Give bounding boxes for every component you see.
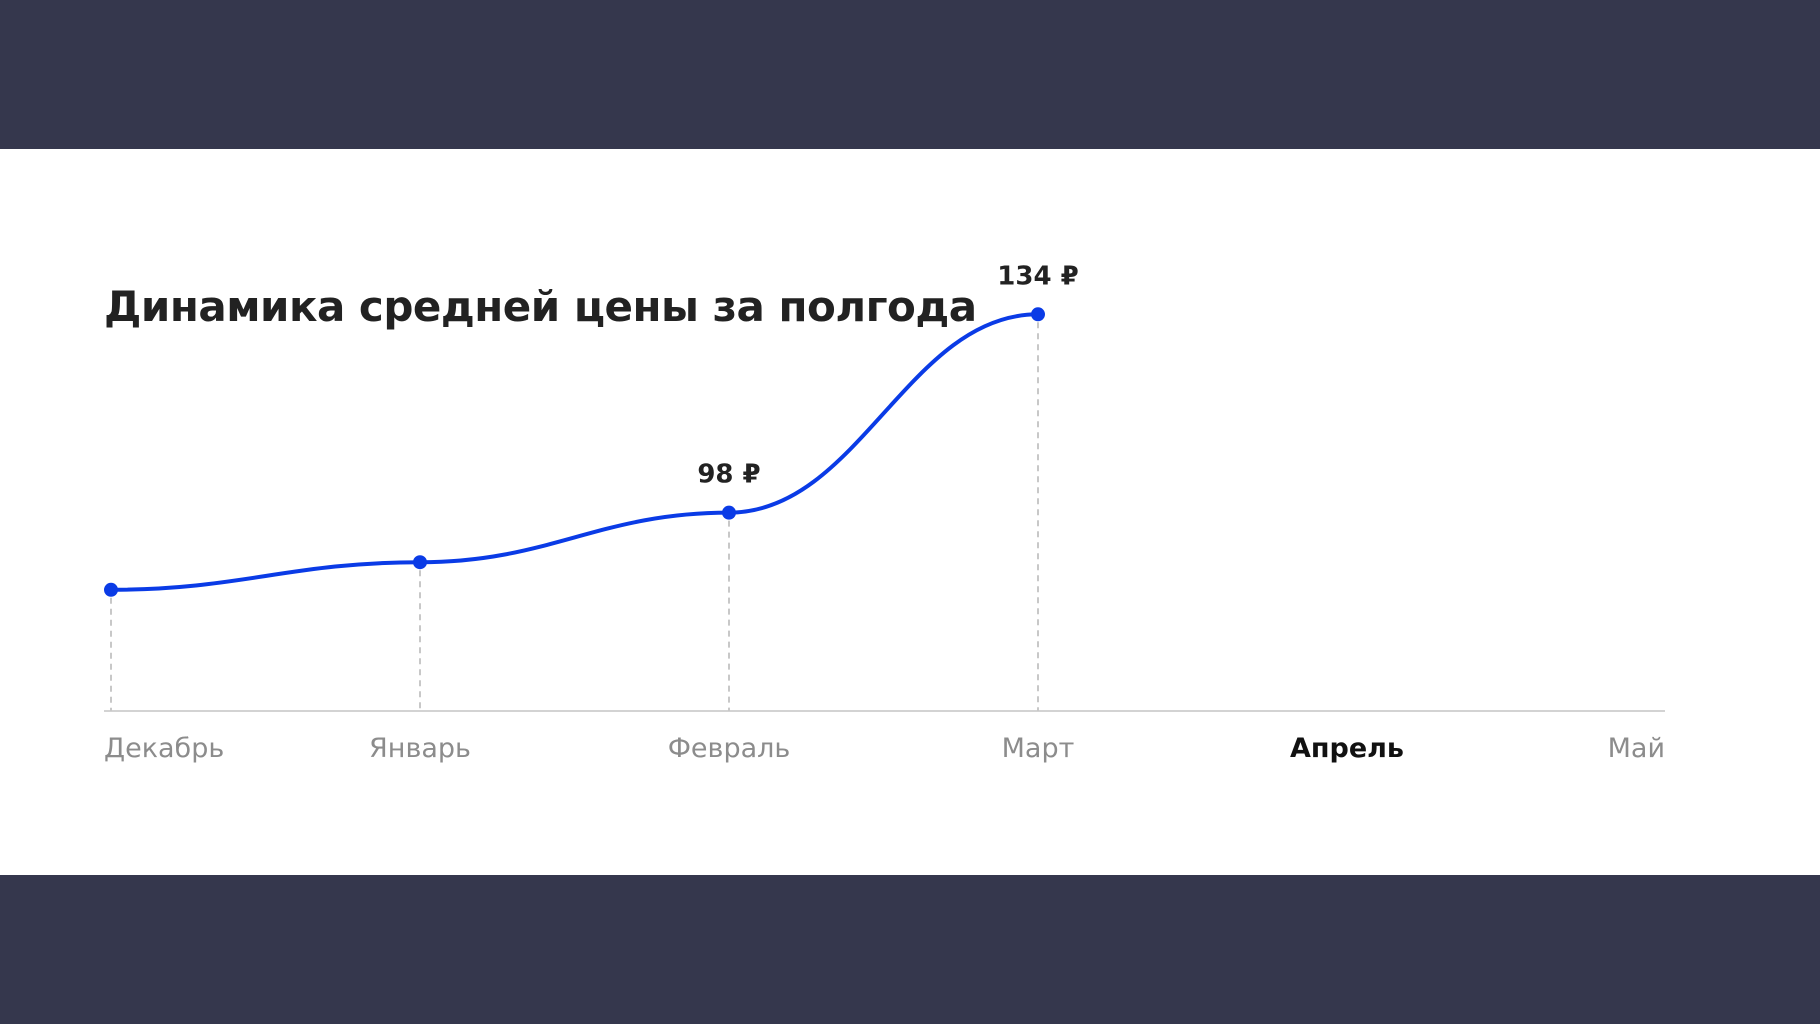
x-tick-label: Февраль <box>668 733 791 764</box>
price-line-chart: Декабрь Январь Февраль Март Апрель Май 98 ₽ 134… <box>104 261 1665 764</box>
x-tick-label: Май <box>1608 733 1665 764</box>
x-tick-label: Март <box>1002 733 1075 764</box>
series-layer <box>109 312 1040 592</box>
labels-layer: Декабрь Январь Февраль Март Апрель Май 98 ₽ 134… <box>104 261 1665 764</box>
top-band <box>0 0 1820 149</box>
chart-card: Динамика средней цены за полгода Декабрь… <box>0 149 1820 875</box>
data-point <box>1031 307 1045 322</box>
x-tick-label: Январь <box>369 733 471 764</box>
data-point <box>722 505 736 520</box>
drop-lines <box>110 322 1039 711</box>
data-label: 98 ₽ <box>697 460 760 490</box>
data-point <box>413 555 427 570</box>
series-line <box>109 312 1040 592</box>
chart-title: Динамика средней цены за полгода <box>104 282 977 331</box>
bottom-band <box>0 875 1820 1024</box>
data-point <box>104 582 118 597</box>
x-tick-label: Декабрь <box>104 733 224 764</box>
x-tick-label: Апрель <box>1290 733 1404 764</box>
data-label: 134 ₽ <box>997 261 1078 291</box>
points-layer <box>104 307 1045 597</box>
